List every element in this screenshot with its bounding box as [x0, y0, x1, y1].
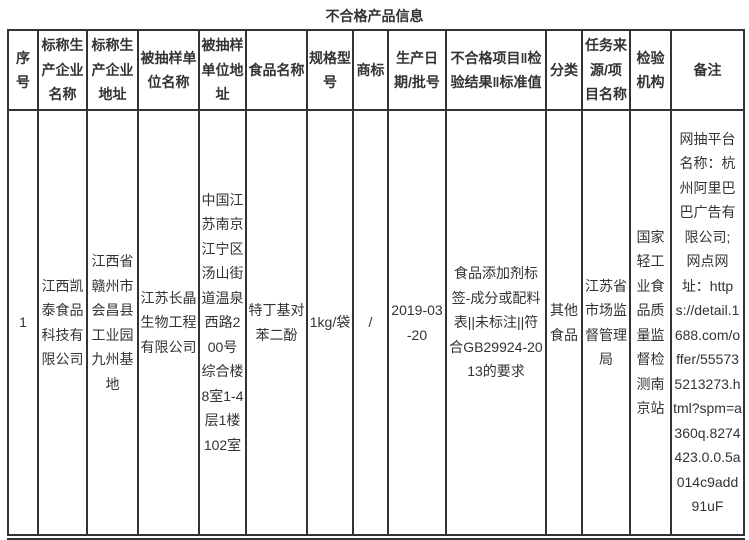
col-header-producer-address: 标称生产企业地址	[86, 29, 139, 111]
cell-inspection-agency: 国家轻工业食品质量监督检测南京站	[629, 109, 672, 536]
cell-food-name: 特丁基对苯二酚	[245, 109, 308, 536]
col-header-remark: 备注	[670, 29, 745, 111]
col-header-category: 分类	[545, 29, 583, 111]
cell-brand: /	[352, 109, 389, 536]
cell-sampled-unit-name: 江苏长晶生物工程有限公司	[137, 109, 200, 536]
col-header-task-source: 任务来源/项目名称	[581, 29, 631, 111]
col-header-production-date-batch: 生产日期/批号	[387, 29, 447, 111]
remark-platform-name: 网抽平台名称：杭州阿里巴巴广告有限公司;	[679, 130, 736, 245]
cell-task-source: 江苏省市场监督管理局	[581, 109, 631, 536]
col-header-nonconforming-item: 不合格项目‖检验结果‖标准值	[445, 29, 547, 111]
cell-category: 其他食品	[545, 109, 583, 536]
col-header-sampled-unit-name: 被抽样单位名称	[137, 29, 200, 111]
cell-nonconforming-item: 食品添加剂标签-成分或配料表||未标注||符合GB29924-2013的要求	[445, 109, 547, 536]
nonconforming-products-table: 序号 标称生产企业名称 标称生产企业地址 被抽样单位名称 被抽样单位地址 食品名…	[7, 29, 745, 536]
cell-sampled-unit-address: 中国江苏南京江宁区汤山街道温泉西路200号综合楼8室1-4层1楼102室	[198, 109, 247, 536]
col-header-spec-model: 规格型号	[306, 29, 354, 111]
cell-producer-name: 江西凯泰食品科技有限公司	[37, 109, 88, 536]
col-header-producer-name: 标称生产企业名称	[37, 29, 88, 111]
col-header-food-name: 食品名称	[245, 29, 308, 111]
table-row: 1 江西凯泰食品科技有限公司 江西省赣州市会昌县工业园九州基地 江苏长晶生物工程…	[7, 109, 745, 536]
cell-producer-address: 江西省赣州市会昌县工业园九州基地	[86, 109, 139, 536]
col-header-seq: 序号	[7, 29, 39, 111]
cell-production-date-batch: 2019-03-20	[387, 109, 447, 536]
cell-remark: 网抽平台名称：杭州阿里巴巴广告有限公司; 网点网址：https://detail…	[670, 109, 745, 536]
page-title: 不合格产品信息	[325, 8, 424, 24]
col-header-sampled-unit-address: 被抽样单位地址	[198, 29, 247, 111]
col-header-brand: 商标	[352, 29, 389, 111]
cell-spec-model: 1kg/袋	[306, 109, 354, 536]
header-row: 序号 标称生产企业名称 标称生产企业地址 被抽样单位名称 被抽样单位地址 食品名…	[7, 29, 745, 111]
col-header-inspection-agency: 检验机构	[629, 29, 672, 111]
cell-seq: 1	[7, 109, 39, 536]
remark-site-url: 网点网址：https://detail.1688.com/offer/55573…	[673, 253, 742, 514]
